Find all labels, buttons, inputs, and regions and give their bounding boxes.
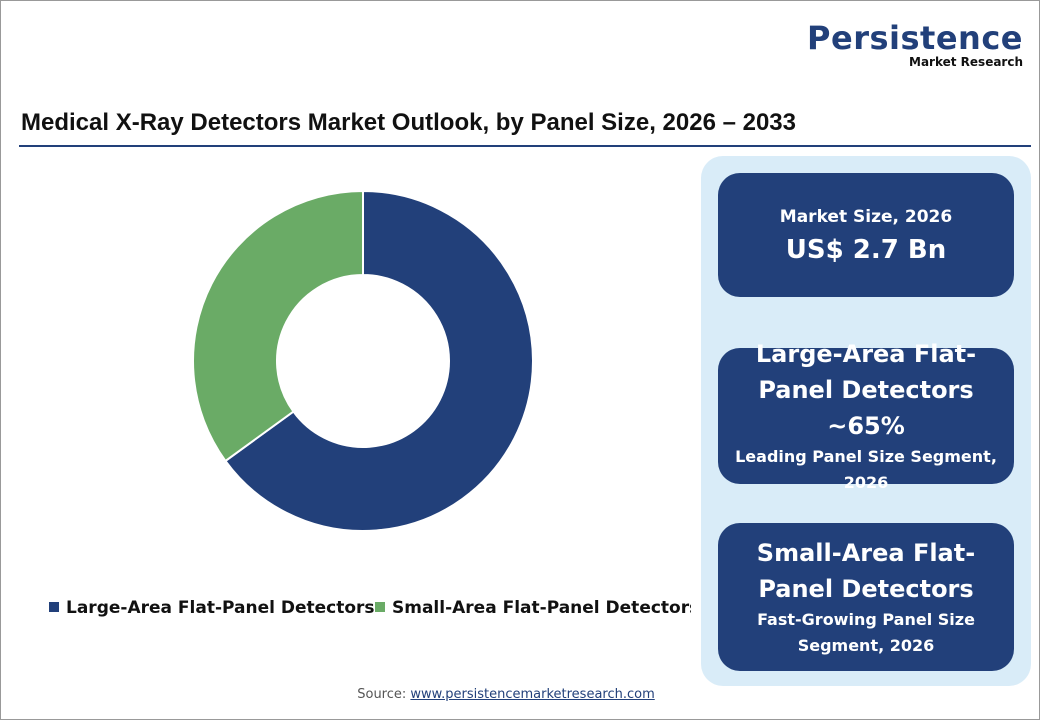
card: Market Size, 2026 US$ 2.7 Bn bbox=[718, 173, 1014, 297]
legend-swatch bbox=[49, 602, 59, 612]
card-title: Market Size, 2026 bbox=[779, 207, 953, 227]
card-value: US$ 2.7 Bn bbox=[785, 235, 947, 265]
card-title: Small-Area Flat-Panel Detectors bbox=[756, 539, 976, 603]
source-label: Source: bbox=[357, 687, 407, 702]
legend-label: Large-Area Flat-Panel Detectors bbox=[66, 598, 375, 618]
title-rule bbox=[19, 145, 1031, 147]
card: Small-Area Flat-Panel Detectors Fast-Gro… bbox=[718, 523, 1014, 671]
donut-slice bbox=[192, 189, 364, 463]
card-title: Large-Area Flat-Panel Detectors ~65% bbox=[755, 340, 977, 440]
source-link[interactable]: www.persistencemarketresearch.com bbox=[410, 687, 655, 702]
logo-text: Persistence bbox=[807, 19, 1023, 57]
donut-slice bbox=[224, 189, 534, 532]
chart-title: Medical X-Ray Detectors Market Outlook, … bbox=[21, 109, 796, 136]
card-subtitle: Fast-Growing Panel Size Segment, 2026 bbox=[757, 610, 975, 655]
logo-subtext: Market Research bbox=[909, 55, 1023, 69]
card: Large-Area Flat-Panel Detectors ~65% Lea… bbox=[718, 340, 1014, 492]
legend-swatch bbox=[375, 602, 385, 612]
logo: Persistence Market Research bbox=[807, 21, 1023, 69]
source: Source: www.persistencemarketresearch.co… bbox=[1, 687, 1011, 702]
card-subtitle: Leading Panel Size Segment, 2026 bbox=[735, 447, 997, 492]
legend-label: Small-Area Flat-Panel Detectors bbox=[392, 598, 691, 618]
chart: Large-Area Flat-Panel Detectors Small-Are… bbox=[49, 189, 691, 618]
